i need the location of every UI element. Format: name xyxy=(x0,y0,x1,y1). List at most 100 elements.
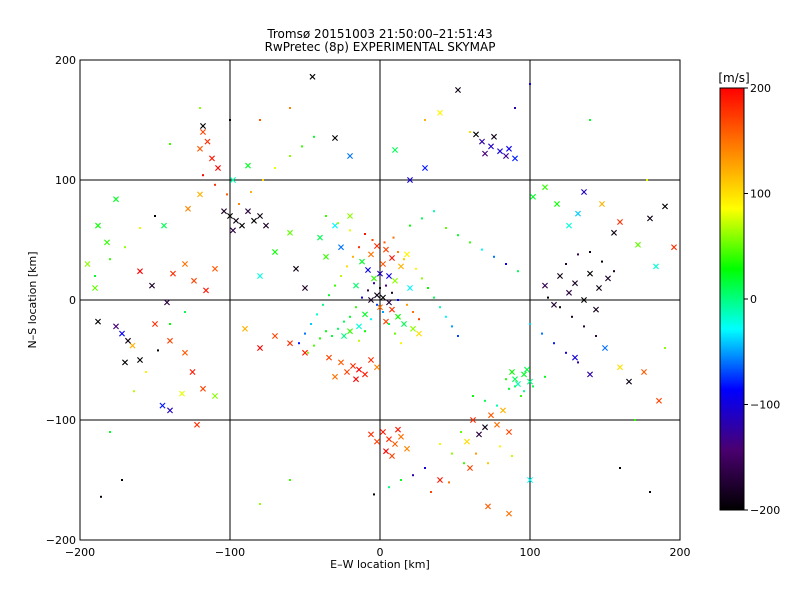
data-point-dot xyxy=(463,462,465,465)
x-tick-label: 0 xyxy=(377,546,384,559)
data-point-cross xyxy=(671,244,677,251)
data-point-cross xyxy=(566,222,572,229)
data-point-cross xyxy=(602,345,608,351)
data-point-cross xyxy=(161,222,167,229)
colorbar-ticks: 200 100 0 −100 −200 xyxy=(744,82,780,517)
data-point-dot xyxy=(358,339,360,342)
data-point-cross xyxy=(455,87,461,93)
data-point-cross xyxy=(362,371,368,378)
data-point-dot xyxy=(406,303,408,306)
data-point-dot xyxy=(349,229,351,232)
data-point-dot xyxy=(433,210,435,213)
x-tick-label: −200 xyxy=(65,546,95,559)
data-point-cross xyxy=(509,369,515,375)
data-point-dot xyxy=(259,119,261,121)
data-point-dot xyxy=(583,325,585,328)
data-point-cross xyxy=(380,294,386,301)
data-point-cross xyxy=(437,477,443,483)
data-point-dot xyxy=(313,135,315,138)
data-point-dot xyxy=(307,351,309,354)
y-tick-label: 200 xyxy=(55,54,76,67)
data-point-dot xyxy=(496,404,498,407)
data-point-dot xyxy=(433,296,435,299)
data-point-cross xyxy=(272,333,278,339)
data-point-dot xyxy=(316,313,318,316)
data-point-cross xyxy=(323,253,329,260)
data-point-dot xyxy=(121,479,123,481)
data-point-dot xyxy=(355,306,357,309)
data-point-cross xyxy=(257,345,263,351)
data-point-cross xyxy=(500,407,506,414)
data-point-cross xyxy=(398,263,404,270)
data-point-cross xyxy=(368,431,374,438)
data-point-dot xyxy=(475,452,477,455)
data-point-dot xyxy=(577,253,579,256)
data-point-cross xyxy=(332,222,338,229)
data-point-cross xyxy=(497,148,503,155)
data-point-cross xyxy=(647,215,653,222)
data-point-dot xyxy=(481,248,483,251)
colorbar-tick-label: 200 xyxy=(750,82,771,95)
data-point-cross xyxy=(209,155,215,162)
data-point-cross xyxy=(137,357,143,363)
colorbar-tick-label: 100 xyxy=(750,188,771,201)
data-point-cross xyxy=(122,359,128,366)
data-point-dot xyxy=(427,287,429,289)
data-point-cross xyxy=(470,417,476,423)
data-point-cross xyxy=(200,123,206,129)
data-point-dot xyxy=(322,303,324,306)
y-tick-label: −100 xyxy=(46,414,76,427)
data-point-cross xyxy=(575,210,581,217)
data-point-dot xyxy=(544,375,546,378)
data-point-dot xyxy=(349,315,351,318)
data-point-cross xyxy=(350,363,356,369)
data-point-cross xyxy=(395,313,401,320)
data-point-dot xyxy=(646,179,648,181)
data-point-cross xyxy=(512,376,518,383)
data-point-cross xyxy=(84,261,91,267)
data-point-dot xyxy=(346,265,348,268)
data-point-dot xyxy=(451,325,453,328)
data-point-dot xyxy=(418,318,420,321)
data-point-dot xyxy=(445,227,447,229)
data-point-cross xyxy=(617,219,623,225)
data-point-cross xyxy=(200,129,206,135)
data-point-cross xyxy=(581,189,587,195)
data-point-dot xyxy=(457,335,459,337)
data-point-cross xyxy=(488,412,494,419)
x-tick-label: 100 xyxy=(520,546,541,559)
data-point-cross xyxy=(245,162,251,169)
data-point-dot xyxy=(262,179,264,181)
data-point-dot xyxy=(259,503,261,505)
data-point-cross xyxy=(257,273,263,279)
colorbar-tick-label: 0 xyxy=(750,293,757,306)
data-point-cross xyxy=(356,366,362,373)
data-point-dot xyxy=(298,342,300,345)
data-point-cross xyxy=(317,234,323,241)
data-point-dot xyxy=(451,452,453,455)
data-point-dot xyxy=(448,481,450,484)
data-point-dot xyxy=(289,107,291,109)
data-point-dot xyxy=(343,320,345,323)
data-point-dot xyxy=(514,107,516,109)
data-point-dot xyxy=(403,258,405,261)
data-point-cross xyxy=(362,311,368,318)
data-point-cross xyxy=(287,340,293,347)
x-tick-label: −100 xyxy=(215,546,245,559)
data-point-cross xyxy=(404,251,410,258)
data-point-dot xyxy=(124,246,126,249)
data-point-cross xyxy=(230,227,236,234)
data-point-dot xyxy=(379,287,381,289)
data-point-dot xyxy=(376,303,378,306)
data-point-cross xyxy=(464,438,470,445)
data-point-cross xyxy=(356,323,362,330)
data-point-cross xyxy=(554,201,560,207)
data-point-dot xyxy=(358,246,360,249)
data-point-cross xyxy=(512,155,518,162)
data-point-cross xyxy=(368,251,374,258)
data-point-dot xyxy=(304,332,306,335)
data-point-dot xyxy=(649,491,651,493)
data-point-cross xyxy=(389,453,395,459)
data-point-cross xyxy=(506,510,512,517)
